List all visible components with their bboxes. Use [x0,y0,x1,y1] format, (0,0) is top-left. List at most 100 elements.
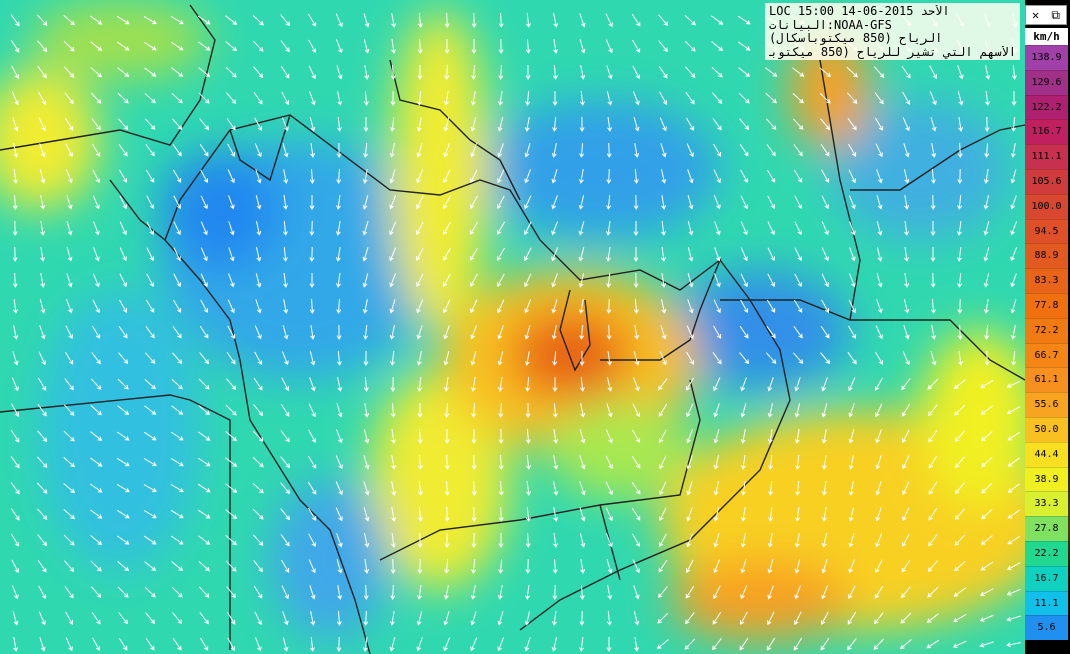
wind-arrow [578,221,585,236]
wind-arrow [417,584,422,600]
wind-arrow [552,584,558,600]
wind-arrow [443,117,450,132]
wind-arrow [91,143,101,157]
wind-arrow [957,168,963,184]
wind-arrow [524,273,532,288]
wind-arrow [309,246,315,262]
wind-arrow [633,272,639,288]
wind-arrow [116,41,130,51]
wind-arrow [984,350,990,366]
wind-arrow [930,168,936,184]
wind-arrow [443,143,450,158]
wind-arrow [143,484,157,493]
wind-arrow [144,561,157,572]
legend-item: 72.2 [1025,317,1068,343]
restore-button[interactable]: ⧉ [1051,7,1060,22]
wind-arrow [389,299,396,314]
wind-arrow [740,429,746,444]
wind-arrow [766,169,776,183]
wind-arrow [847,118,857,131]
wind-arrow [875,351,884,365]
wind-arrow [713,481,719,496]
wind-arrow [282,220,288,236]
wind-arrow [143,16,157,25]
wind-arrow [713,403,720,418]
wind-arrow [416,221,424,236]
wind-arrow [579,13,586,28]
wind-arrow [335,221,341,236]
wind-arrow [444,506,450,522]
wind-arrow [442,221,451,235]
header-layer: الرياح (850 ميكتوباسكال) [769,32,943,45]
wind-arrow [553,481,559,496]
wind-arrow [1007,535,1021,545]
wind-arrow [390,64,396,80]
wind-arrow [954,482,965,495]
wind-arrow [821,299,830,313]
wind-arrow [765,352,777,364]
wind-arrow [551,273,558,288]
wind-arrow [821,507,827,522]
wind-arrow [442,195,451,210]
wind-arrow [737,41,751,51]
wind-arrow [498,558,504,574]
wind-arrow [983,273,990,288]
wind-arrow [579,116,585,132]
wind-arrow [90,378,102,390]
close-button[interactable]: ✕ [1032,8,1040,22]
legend-item: 50.0 [1025,416,1068,442]
wind-arrow [252,40,264,52]
wind-arrow [443,585,449,600]
wind-arrow [37,534,47,547]
wind-arrow [336,142,342,158]
wind-arrow [634,636,640,652]
wind-arrow [391,13,397,28]
wind-arrow [66,273,73,288]
wind-arrow [197,483,211,493]
wind-arrow [525,532,531,548]
wind-arrow [39,169,46,184]
wind-arrow [144,352,156,364]
wind-arrow [496,221,505,235]
wind-arrow [145,299,155,313]
wind-arrow [525,90,531,106]
wind-arrow [227,325,236,339]
wind-arrow [901,559,911,573]
wind-arrow [198,431,211,441]
wind-arrow [225,15,238,25]
wind-arrow [876,169,883,184]
wind-arrow [227,169,235,184]
wind-arrow [36,482,48,494]
wind-arrow [525,558,531,574]
wind-arrow [605,455,613,470]
borders [0,4,1026,654]
wind-arrow [820,611,829,626]
wind-arrow [821,429,827,444]
wind-arrow [931,325,937,340]
wind-arrow [390,402,396,418]
wind-arrow [902,351,910,366]
wind-arrow [524,325,531,340]
wind-arrow [713,585,721,600]
wind-arrow [471,454,477,470]
wind-arrow [958,351,964,366]
wind-arrow [253,585,263,599]
wind-arrow [363,429,370,444]
wind-arrow [957,246,962,262]
wind-arrow [389,247,397,262]
wind-arrow [11,585,19,600]
wind-arrow [767,221,775,236]
wind-arrow [144,67,157,77]
wind-arrow [335,429,343,444]
wind-arrow [820,143,830,157]
wind-arrow [118,118,129,131]
wind-arrow [280,14,291,27]
legend-item: 11.1 [1025,590,1068,616]
wind-arrow [686,143,694,158]
wind-arrow [172,299,182,313]
wind-arrow [553,429,559,444]
wind-arrow [280,533,290,547]
wind-arrow [983,247,990,262]
wind-arrow [524,143,531,158]
